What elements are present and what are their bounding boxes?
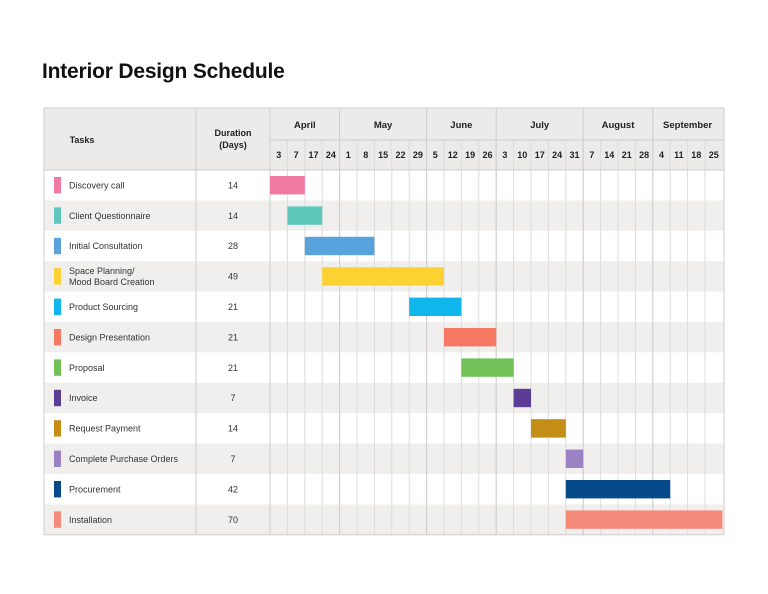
week-tick-label: 21 bbox=[622, 150, 632, 160]
gantt-bar bbox=[287, 206, 323, 225]
task-duration: 7 bbox=[230, 393, 235, 403]
task-label: Discovery call bbox=[69, 180, 125, 190]
table-row bbox=[44, 230, 724, 262]
task-color-swatch bbox=[54, 389, 61, 407]
week-tick-label: 26 bbox=[482, 150, 492, 160]
week-tick-label: 22 bbox=[395, 150, 405, 160]
week-tick-label: 7 bbox=[294, 150, 299, 160]
task-label: Installation bbox=[69, 515, 112, 525]
week-tick-label: 12 bbox=[448, 150, 458, 160]
table-row bbox=[44, 170, 724, 201]
task-duration: 70 bbox=[228, 515, 238, 525]
task-label: Complete Purchase Orders bbox=[69, 454, 179, 464]
month-label: April bbox=[294, 120, 316, 131]
gantt-bar bbox=[322, 267, 444, 286]
gantt-bar bbox=[565, 449, 584, 468]
week-tick-label: 3 bbox=[276, 150, 281, 160]
task-color-swatch bbox=[54, 420, 61, 437]
task-label: Design Presentation bbox=[69, 332, 150, 342]
task-duration: 21 bbox=[228, 302, 238, 312]
week-tick-label: 3 bbox=[502, 150, 507, 160]
week-tick-label: 17 bbox=[535, 150, 545, 160]
task-duration: 21 bbox=[228, 363, 238, 373]
week-tick-label: 29 bbox=[413, 150, 423, 160]
task-color-swatch bbox=[54, 359, 61, 376]
task-label: Procurement bbox=[69, 484, 121, 494]
task-duration: 28 bbox=[228, 241, 238, 251]
month-label: June bbox=[450, 120, 472, 131]
week-tick-label: 15 bbox=[378, 150, 388, 160]
header-background bbox=[44, 108, 724, 170]
task-color-swatch bbox=[54, 511, 61, 528]
month-label: May bbox=[374, 120, 393, 131]
table-row bbox=[44, 413, 724, 444]
gantt-bar bbox=[304, 236, 375, 256]
task-color-swatch bbox=[54, 207, 61, 224]
gantt-bar bbox=[461, 358, 514, 377]
month-label: September bbox=[663, 120, 712, 131]
week-tick-label: 8 bbox=[363, 150, 368, 160]
gantt-bar bbox=[444, 328, 497, 347]
week-tick-label: 24 bbox=[552, 150, 562, 160]
week-tick-label: 19 bbox=[465, 150, 475, 160]
week-tick-label: 7 bbox=[589, 150, 594, 160]
task-duration: 42 bbox=[228, 484, 238, 494]
table-row bbox=[44, 322, 724, 353]
task-label: Product Sourcing bbox=[69, 302, 138, 312]
week-tick-label: 5 bbox=[433, 150, 438, 160]
chart-title: Interior Design Schedule bbox=[42, 60, 285, 83]
task-duration: 14 bbox=[228, 424, 238, 434]
gantt-bar bbox=[513, 388, 531, 408]
table-row bbox=[44, 200, 724, 231]
month-label: July bbox=[530, 120, 550, 131]
table-row bbox=[44, 382, 724, 414]
week-tick-label: 14 bbox=[604, 150, 614, 160]
task-label: Invoice bbox=[69, 393, 98, 403]
task-label: Space Planning/ bbox=[69, 266, 135, 276]
task-duration: 49 bbox=[228, 272, 238, 282]
table-row bbox=[44, 443, 724, 474]
task-color-swatch bbox=[54, 237, 61, 255]
task-label: Client Questionnaire bbox=[69, 211, 151, 221]
table-row bbox=[44, 352, 724, 383]
task-duration: 21 bbox=[228, 332, 238, 342]
week-tick-label: 28 bbox=[639, 150, 649, 160]
task-color-swatch bbox=[54, 177, 61, 194]
task-label: Request Payment bbox=[69, 424, 141, 434]
task-duration: 14 bbox=[228, 180, 238, 190]
task-label: Mood Board Creation bbox=[69, 277, 155, 287]
table-border bbox=[43, 107, 725, 536]
gantt-bar bbox=[531, 419, 566, 438]
gantt-bar bbox=[409, 297, 462, 316]
week-tick-label: 10 bbox=[517, 150, 527, 160]
task-color-swatch bbox=[54, 298, 61, 315]
week-tick-label: 11 bbox=[674, 150, 684, 160]
week-tick-label: 25 bbox=[709, 150, 719, 160]
week-tick-label: 24 bbox=[326, 150, 336, 160]
task-color-swatch bbox=[54, 450, 61, 467]
gantt-bar bbox=[565, 480, 671, 499]
week-tick-label: 31 bbox=[569, 150, 579, 160]
duration-column-header: (Days) bbox=[219, 140, 247, 150]
gantt-bar bbox=[270, 176, 305, 195]
task-color-swatch bbox=[54, 329, 61, 346]
tasks-column-header: Tasks bbox=[70, 135, 95, 145]
task-color-swatch bbox=[54, 268, 61, 285]
week-tick-label: 18 bbox=[691, 150, 701, 160]
task-color-swatch bbox=[54, 481, 61, 498]
week-tick-label: 17 bbox=[308, 150, 318, 160]
month-label: August bbox=[602, 120, 636, 131]
gantt-bar bbox=[565, 510, 723, 529]
week-tick-label: 4 bbox=[659, 150, 664, 160]
week-tick-label: 1 bbox=[346, 150, 351, 160]
task-label: Initial Consultation bbox=[69, 241, 143, 251]
task-label: Proposal bbox=[69, 363, 105, 373]
task-duration: 14 bbox=[228, 211, 238, 221]
task-duration: 7 bbox=[230, 454, 235, 464]
duration-column-header: Duration bbox=[215, 128, 252, 138]
table-row bbox=[44, 291, 724, 322]
